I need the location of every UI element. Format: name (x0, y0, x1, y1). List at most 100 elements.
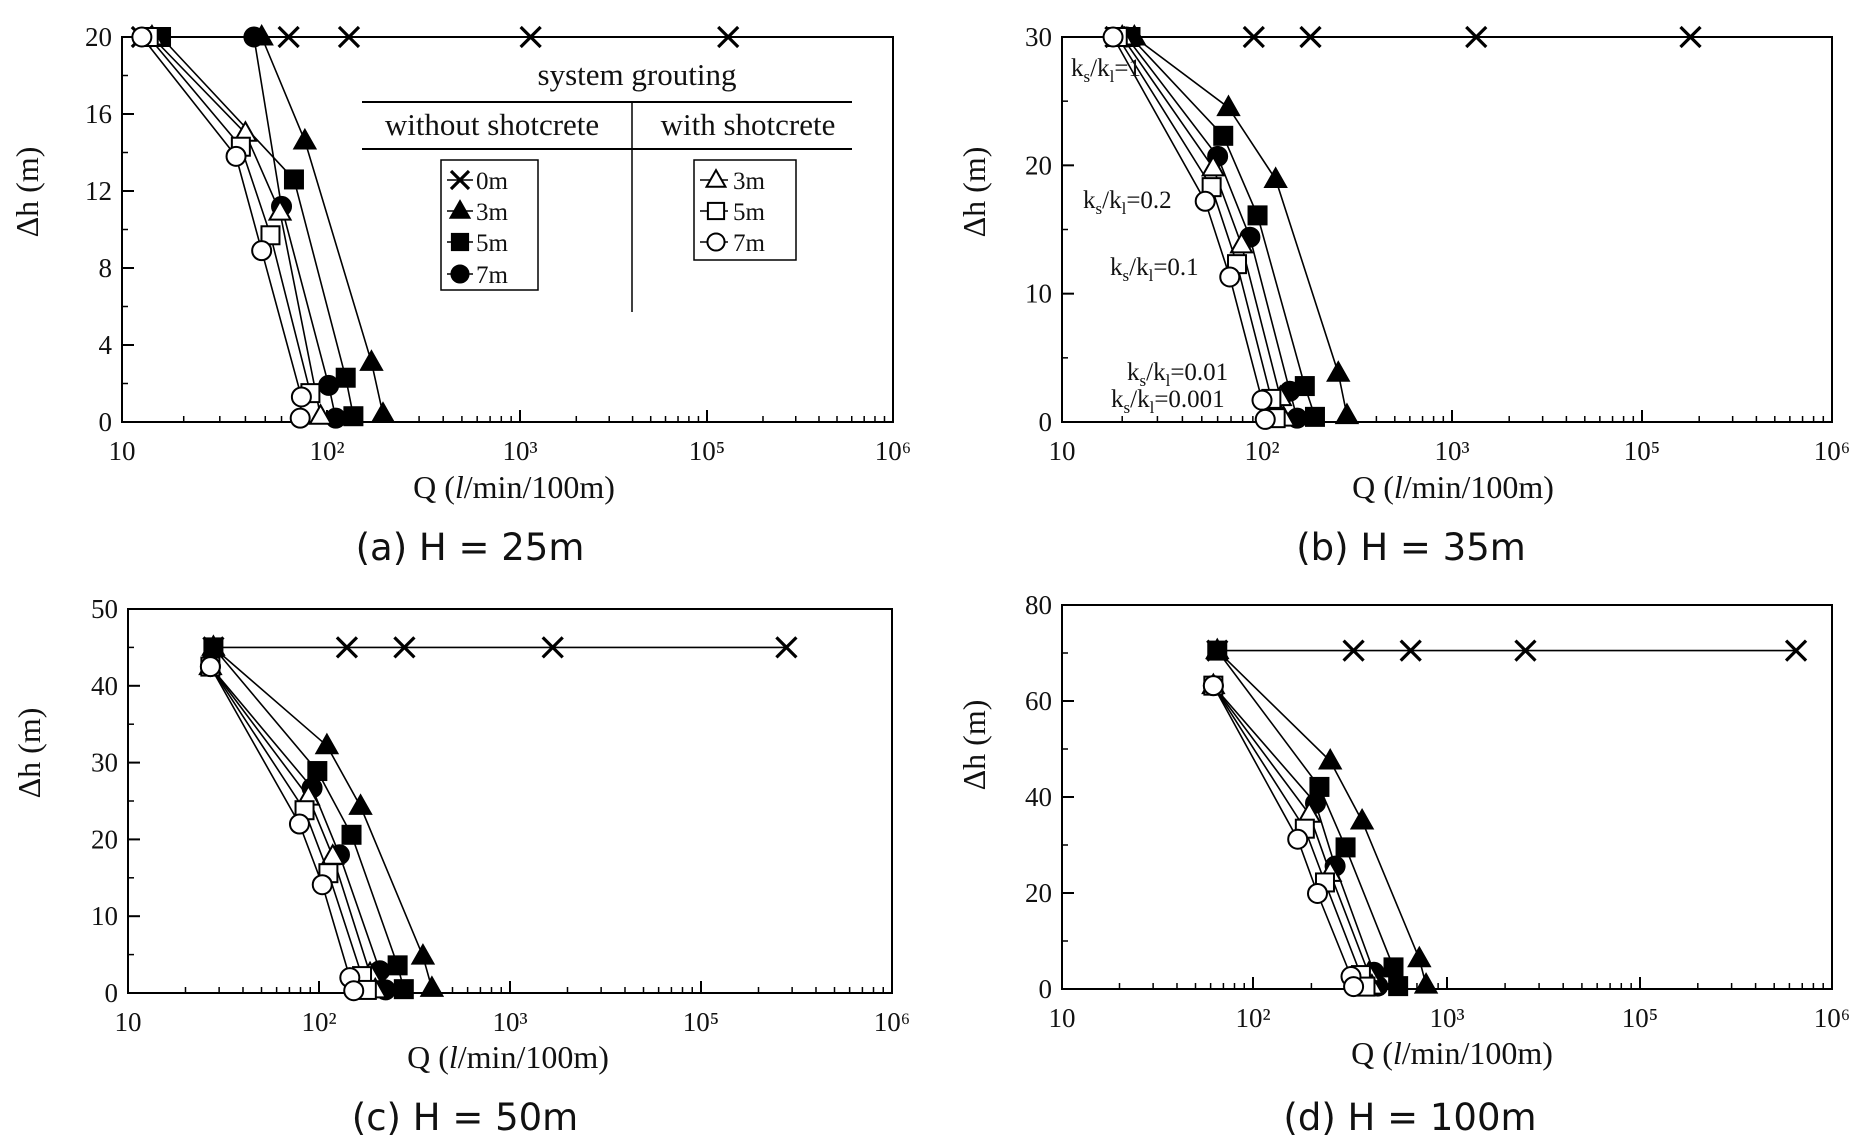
data-point (314, 732, 340, 755)
data-point (1383, 957, 1404, 978)
ratio-annotation: ks/kl=0.1 (1110, 254, 1199, 285)
x-tick-label: 10 (1049, 1003, 1076, 1033)
data-point (1349, 807, 1375, 830)
y-axis-label: Δh (m) (11, 708, 47, 799)
data-point (1229, 231, 1254, 254)
data-point (1399, 639, 1422, 662)
y-axis-label: Δh (m) (9, 147, 45, 238)
x-axis-label: Q (l/min/100m) (407, 1039, 609, 1075)
series-group (198, 634, 798, 1002)
chart-panel-c: Δh (m) Q (l/min/100m) (c) H = 50m 10 10² 1… (11, 594, 910, 1139)
series-line (148, 36, 312, 394)
data-point (289, 407, 311, 429)
data-point (260, 225, 281, 246)
legend-col-with: with shotcrete (661, 107, 836, 142)
data-point (335, 367, 356, 388)
legend-label: 3m (476, 199, 509, 226)
data-point (1194, 190, 1216, 212)
ratio-annotations: ks/kl=1 ks/kl=0.2 ks/kl=0.1 ks/kl=0.01 k… (1071, 55, 1228, 417)
data-point (1287, 828, 1309, 850)
data-point (277, 25, 300, 49)
x-axis-label: Q (l/min/100m) (413, 469, 615, 505)
y-tick-label: 40 (1025, 782, 1052, 812)
legend-label: 5m (476, 230, 509, 257)
data-point (307, 761, 328, 782)
data-point (225, 145, 247, 167)
legend-marker (450, 264, 470, 284)
data-point (1335, 837, 1356, 858)
y-tick-label: 0 (1039, 407, 1053, 437)
data-point (393, 636, 416, 659)
legend-marker (706, 201, 726, 221)
legend-marker (706, 232, 726, 252)
y-tick-label: 40 (91, 671, 118, 701)
x-tick-label: 10² (1244, 436, 1279, 466)
legend-label: 7m (733, 230, 766, 257)
data-point (267, 199, 293, 221)
y-tick-label: 4 (99, 330, 113, 360)
ratio-annotation: ks/kl=0.01 (1127, 359, 1228, 390)
data-point (203, 637, 224, 658)
y-tick-label: 20 (1025, 878, 1052, 908)
subplot-caption: (c) H = 50m (352, 1096, 578, 1139)
ratio-annotation: ks/kl=1 (1071, 55, 1141, 86)
series-line (253, 36, 337, 419)
data-point (1219, 266, 1241, 288)
x-tick-label: 10⁶ (874, 1007, 910, 1037)
x-tick-label: 10⁵ (683, 1007, 719, 1037)
data-point (1102, 26, 1124, 48)
data-point (1343, 976, 1365, 998)
data-point (387, 955, 408, 976)
data-point (1200, 154, 1226, 177)
chart-panel-d: Δh (m) Q (l/min/100m) (d) H = 100m 10 10²… (956, 590, 1850, 1139)
x-tick-label: 10³ (1434, 436, 1469, 466)
legend-marker (449, 169, 471, 191)
data-point (1784, 639, 1808, 662)
data-point (1207, 640, 1228, 661)
data-point (1304, 406, 1325, 427)
data-point (311, 874, 333, 896)
y-tick-label: 20 (85, 22, 112, 52)
ratio-annotation: ks/kl=0.2 (1083, 187, 1172, 218)
data-point (410, 943, 436, 965)
x-tick-label: 10 (109, 436, 136, 466)
axes: 10 10² 10³ 10⁵ 10⁶ 0 4 8 12 16 20 (85, 22, 911, 466)
data-point (1326, 360, 1351, 382)
x-tick-label: 10⁵ (1624, 436, 1660, 466)
data-point (1254, 408, 1276, 430)
data-point (419, 975, 445, 997)
data-point (341, 824, 362, 845)
data-point (1334, 402, 1360, 425)
x-axis-label: Q (l/min/100m) (1352, 469, 1554, 505)
data-point (1388, 976, 1409, 997)
y-tick-label: 16 (85, 99, 112, 129)
y-tick-label: 20 (91, 824, 118, 854)
y-axis-label: Δh (m) (956, 700, 992, 791)
x-tick-label: 10³ (492, 1007, 527, 1037)
data-point (1251, 389, 1273, 411)
y-tick-label: 0 (105, 978, 119, 1008)
y-tick-label: 20 (1025, 150, 1052, 180)
series-group (1201, 637, 1808, 998)
data-point (131, 26, 153, 48)
axes: 10 10² 10³ 10⁵ 10⁶ 0 20 40 60 80 (1025, 590, 1850, 1033)
y-tick-label: 80 (1025, 590, 1052, 620)
x-tick-label: 10³ (1429, 1003, 1464, 1033)
legend-label: 0m (476, 168, 509, 195)
data-point (199, 656, 221, 678)
data-point (1202, 675, 1224, 697)
data-point (335, 636, 359, 659)
x-tick-label: 10⁶ (1814, 1003, 1850, 1033)
data-point (325, 407, 347, 429)
x-tick-label: 10⁵ (1622, 1003, 1658, 1033)
data-point (251, 240, 273, 262)
legend-label: 7m (476, 262, 509, 289)
data-point (1263, 166, 1288, 188)
series-line (160, 36, 355, 417)
data-point (1299, 25, 1322, 49)
data-point (1242, 25, 1265, 49)
y-tick-label: 8 (99, 253, 113, 283)
subplot-caption: (b) H = 35m (1296, 526, 1526, 569)
legend-marker (448, 199, 472, 219)
